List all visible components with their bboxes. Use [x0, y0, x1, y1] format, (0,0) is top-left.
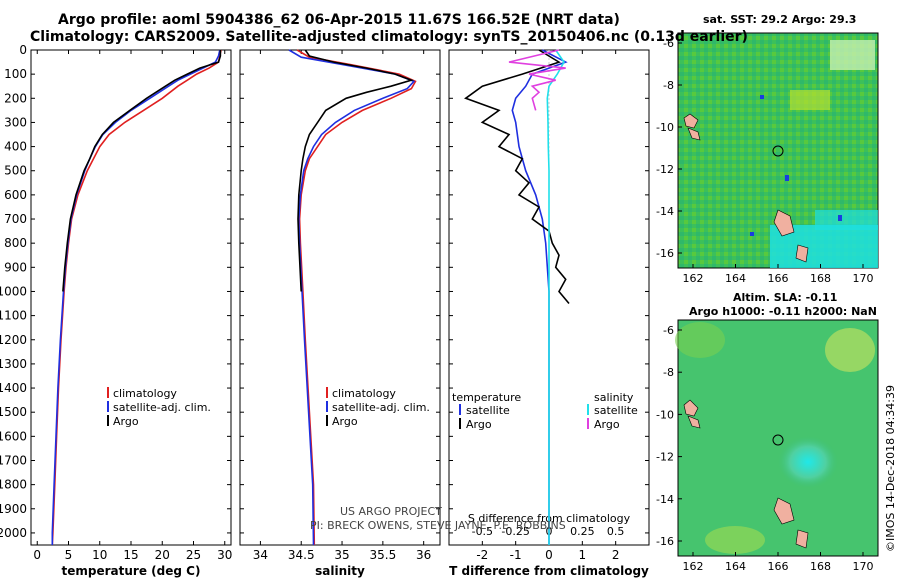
series-line-argo	[297, 49, 414, 292]
map-lon-label: 170	[853, 560, 874, 573]
legend-label: climatology	[332, 387, 396, 400]
map-lat-label: -14	[656, 493, 674, 506]
x-tick-label: -2	[476, 548, 488, 562]
series-line-s-argo	[508, 49, 566, 111]
sla-map-title: Altim. SLA: -0.11	[733, 291, 838, 304]
legend-label: climatology	[113, 387, 177, 400]
map-lat-label: -10	[656, 121, 674, 134]
map-lat-label: -6	[663, 324, 674, 337]
map-lat-label: -6	[663, 37, 674, 50]
depth-tick-label: 2000	[0, 526, 27, 540]
depth-tick-label: 1600	[0, 429, 27, 443]
temperature-panel-frame	[30, 49, 232, 546]
map-lon-label: 162	[683, 560, 704, 573]
depth-tick-label: 1900	[0, 502, 27, 516]
x-tick-label: 5	[65, 548, 73, 562]
depth-tick-label: 1400	[0, 381, 27, 395]
series-line-argo	[62, 50, 222, 292]
credit-line-1: US ARGO PROJECT	[340, 505, 442, 518]
map-lat-label: -16	[656, 247, 674, 260]
map-lat-label: -12	[656, 451, 674, 464]
s-diff-tick-label: -0.25	[501, 525, 529, 538]
series-line-s-satellite	[546, 49, 565, 545]
depth-tick-label: 100	[4, 67, 27, 81]
series-line-climatology	[296, 49, 417, 546]
x-axis-label: salinity	[315, 564, 365, 578]
sst-map	[677, 32, 879, 269]
title-line-1: Argo profile: aoml 5904386_62 06-Apr-201…	[58, 12, 620, 28]
legend-title-salinity: salinity	[594, 391, 634, 404]
map-lon-label: 166	[768, 272, 789, 285]
depth-tick-label: 900	[4, 260, 27, 274]
map-lon-label: 164	[725, 272, 746, 285]
x-tick-label: 10	[92, 548, 107, 562]
credit-line-2: PI: BRECK OWENS, STEVE JAYNE, P.E. ROBBI…	[310, 519, 566, 532]
x-tick-label: 30	[217, 548, 232, 562]
x-tick-label: 0	[33, 548, 41, 562]
map-lon-label: 164	[725, 560, 746, 573]
depth-tick-label: 500	[4, 164, 27, 178]
map-lon-label: 170	[853, 272, 874, 285]
legend-label: Argo	[113, 415, 139, 428]
x-tick-label: 2	[612, 548, 620, 562]
legend-label: Argo	[466, 418, 492, 431]
x-tick-label: 15	[123, 548, 138, 562]
x-tick-label: 35.5	[369, 548, 396, 562]
x-tick-label: 34	[253, 548, 268, 562]
x-axis-label: T difference from climatology	[449, 564, 649, 578]
map-lon-label: 166	[768, 560, 789, 573]
depth-tick-label: 0	[19, 43, 27, 57]
depth-tick-label: 1800	[0, 478, 27, 492]
x-tick-label: 35	[334, 548, 349, 562]
legend-label: satellite-adj. clim.	[332, 401, 430, 414]
salinity-panel-frame	[239, 49, 441, 546]
x-axis-label: temperature (deg C)	[62, 564, 201, 578]
depth-tick-label: 800	[4, 236, 27, 250]
map-lat-label: -10	[656, 408, 674, 421]
legend-label: Argo	[594, 418, 620, 431]
sst-map-title: sat. SST: 29.2 Argo: 29.3	[703, 13, 857, 26]
map-lon-label: 162	[683, 272, 704, 285]
series-line-t-argo	[464, 49, 570, 305]
map-lat-label: -8	[663, 79, 674, 92]
s-diff-tick-label: -0.5	[472, 525, 493, 538]
imos-watermark: ©IMOS 14-Dec-2018 04:34:39	[884, 385, 897, 552]
title-line-2: Climatology: CARS2009. Satellite-adjuste…	[30, 29, 748, 45]
depth-tick-label: 1000	[0, 284, 27, 298]
x-tick-label: 0	[545, 548, 553, 562]
s-diff-tick-label: 0.25	[570, 525, 595, 538]
legend-label: satellite	[466, 404, 510, 417]
depth-tick-label: 1700	[0, 453, 27, 467]
map-lat-label: -8	[663, 366, 674, 379]
x-tick-label: 1	[579, 548, 587, 562]
sla-map	[675, 319, 879, 557]
depth-tick-label: 600	[4, 188, 27, 202]
x-tick-label: 20	[155, 548, 170, 562]
argo-height-title: Argo h1000: -0.11 h2000: NaN	[689, 305, 877, 318]
depth-tick-label: 200	[4, 91, 27, 105]
x-tick-label: -1	[510, 548, 522, 562]
x-tick-label: 34.5	[288, 548, 315, 562]
depth-tick-label: 300	[4, 115, 27, 129]
x-tick-label: 25	[186, 548, 201, 562]
legend-label: satellite-adj. clim.	[113, 401, 211, 414]
map-lon-label: 168	[810, 272, 831, 285]
depth-tick-label: 1100	[0, 309, 27, 323]
legend-label: Argo	[332, 415, 358, 428]
depth-tick-label: 1200	[0, 333, 27, 347]
legend-label: satellite	[594, 404, 638, 417]
s-diff-tick-label: 0.5	[607, 525, 625, 538]
x-tick-label: 36	[416, 548, 431, 562]
map-lon-label: 168	[810, 560, 831, 573]
depth-tick-label: 700	[4, 212, 27, 226]
depth-tick-label: 400	[4, 140, 27, 154]
map-lat-label: -16	[656, 535, 674, 548]
depth-tick-label: 1300	[0, 357, 27, 371]
map-lat-label: -14	[656, 205, 674, 218]
legend-title-temperature: temperature	[452, 391, 521, 404]
depth-tick-label: 1500	[0, 405, 27, 419]
map-lat-label: -12	[656, 163, 674, 176]
